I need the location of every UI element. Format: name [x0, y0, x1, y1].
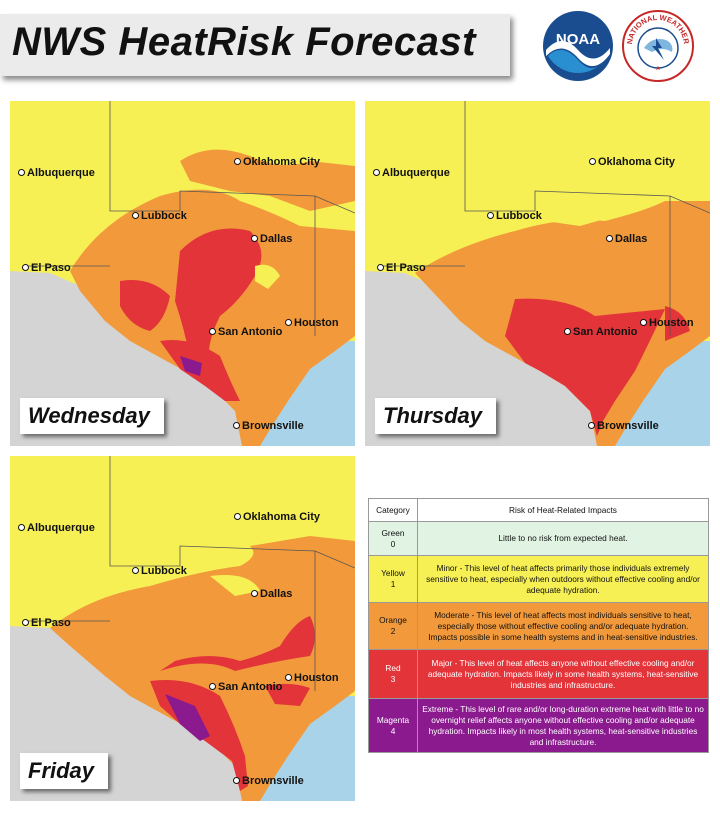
legend-category-cell: Orange 2: [368, 602, 418, 650]
city-label: Albuquerque: [373, 167, 450, 179]
legend-row-red: Red 3 Major - This level of heat affects …: [368, 649, 709, 699]
city-label: San Antonio: [209, 681, 282, 693]
day-label: Wednesday: [20, 398, 164, 434]
city-label: Houston: [640, 317, 694, 329]
heatrisk-legend-table: Category Risk of Heat-Related Impacts Gr…: [368, 498, 709, 753]
city-label: Lubbock: [487, 210, 542, 222]
day-label: Thursday: [375, 398, 497, 434]
page-title: NWS HeatRisk Forecast: [12, 20, 476, 64]
day-label: Friday: [20, 753, 109, 789]
noaa-logo: NOAA: [543, 11, 613, 81]
legend-impact-text: Major - This level of heat affects anyon…: [417, 649, 709, 699]
city-label: Houston: [285, 672, 339, 684]
city-label: Oklahoma City: [234, 511, 320, 523]
city-label: Dallas: [606, 233, 647, 245]
legend-impact-text: Moderate - This level of heat affects mo…: [417, 602, 709, 650]
city-label: El Paso: [22, 617, 71, 629]
legend-header-impacts: Risk of Heat-Related Impacts: [417, 498, 709, 522]
city-label: Oklahoma City: [234, 156, 320, 168]
legend-impact-text: Extreme - This level of rare and/or long…: [417, 698, 709, 753]
heatrisk-map-thursday: Albuquerque Oklahoma City Lubbock Dallas…: [365, 101, 710, 446]
city-label: Oklahoma City: [589, 156, 675, 168]
heatrisk-map-wednesday: Albuquerque Oklahoma City Lubbock Dallas…: [10, 101, 355, 446]
nws-logo: NATIONAL WEATHER SERVICE: [622, 10, 694, 82]
city-label: Albuquerque: [18, 167, 95, 179]
city-label: San Antonio: [564, 326, 637, 338]
city-label: Brownsville: [233, 420, 304, 432]
heatrisk-map-friday: Albuquerque Oklahoma City Lubbock Dallas…: [10, 456, 355, 801]
city-label: Brownsville: [588, 420, 659, 432]
city-label: Dallas: [251, 588, 292, 600]
city-label: San Antonio: [209, 326, 282, 338]
city-label: Lubbock: [132, 565, 187, 577]
city-label: Dallas: [251, 233, 292, 245]
svg-text:NOAA: NOAA: [556, 31, 600, 48]
legend-header-category: Category: [368, 498, 418, 522]
legend-row-orange: Orange 2 Moderate - This level of heat af…: [368, 602, 709, 650]
legend-impact-text: Minor - This level of heat affects prima…: [417, 555, 709, 603]
city-label: Brownsville: [233, 775, 304, 787]
city-label: El Paso: [22, 262, 71, 274]
legend-impact-text: Little to no risk from expected heat.: [417, 521, 709, 556]
city-label: Lubbock: [132, 210, 187, 222]
legend-row-green: Green 0 Little to no risk from expected h…: [368, 521, 709, 556]
city-label: Albuquerque: [18, 522, 95, 534]
legend-row-yellow: Yellow 1 Minor - This level of heat affec…: [368, 555, 709, 603]
legend-category-cell: Magenta 4: [368, 698, 418, 753]
legend-category-cell: Green 0: [368, 521, 418, 556]
legend-category-cell: Yellow 1: [368, 555, 418, 603]
title-banner: NWS HeatRisk Forecast: [0, 14, 510, 76]
city-label: El Paso: [377, 262, 426, 274]
legend-category-cell: Red 3: [368, 649, 418, 699]
city-label: Houston: [285, 317, 339, 329]
legend-header-row: Category Risk of Heat-Related Impacts: [368, 498, 709, 522]
legend-row-magenta: Magenta 4 Extreme - This level of rare an…: [368, 698, 709, 753]
